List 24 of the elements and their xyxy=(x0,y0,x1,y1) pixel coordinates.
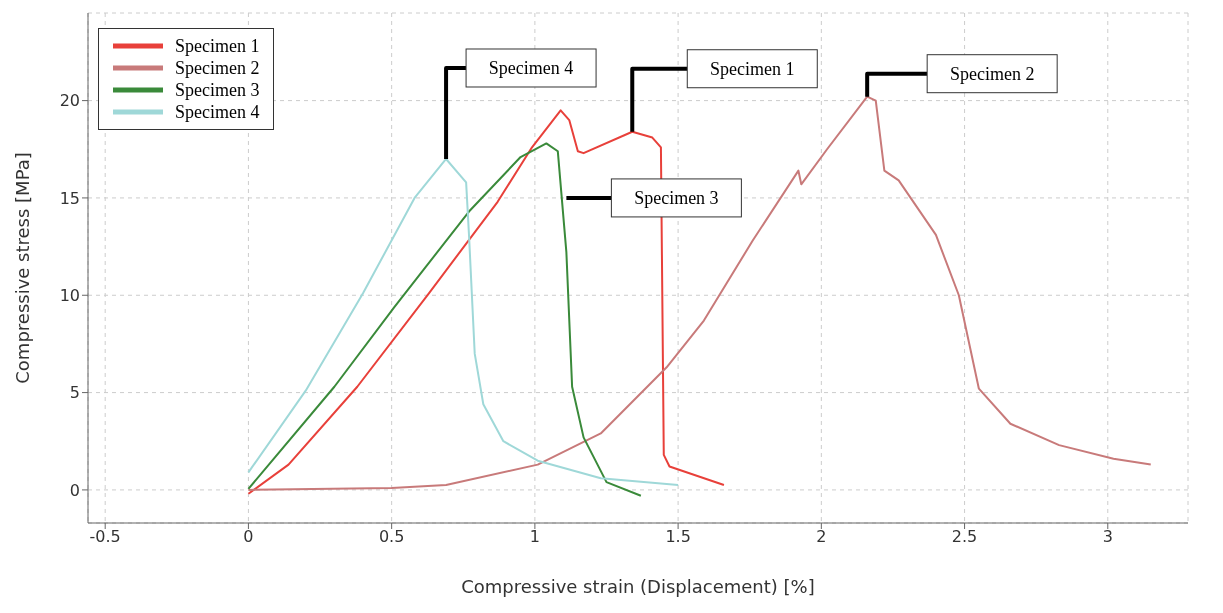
legend-label: Specimen 3 xyxy=(175,79,260,101)
annotation: Specimen 2 xyxy=(949,63,1035,84)
y-tick-label: 5 xyxy=(69,383,80,403)
x-tick-label: 1 xyxy=(529,527,540,547)
line-series xyxy=(247,95,1152,491)
x-tick-label: 0.5 xyxy=(378,527,405,547)
x-tick-label: 3 xyxy=(1102,527,1113,547)
y-tick-label: 20 xyxy=(59,91,80,111)
legend-label: Specimen 4 xyxy=(175,101,260,123)
legend-label: Specimen 1 xyxy=(175,35,260,57)
annotation: Specimen 3 xyxy=(634,187,719,208)
x-tick-label: 0 xyxy=(243,527,254,547)
x-tick-label: 2 xyxy=(816,527,827,547)
annotation: Specimen 1 xyxy=(710,58,795,79)
legend-label: Specimen 2 xyxy=(175,57,260,79)
y-axis-title: Compressive stress [MPa] xyxy=(12,152,34,384)
x-tick-label: -0.5 xyxy=(89,527,121,547)
x-tick-label: 2.5 xyxy=(951,527,978,547)
y-tick-label: 10 xyxy=(59,285,80,305)
y-tick-label: 15 xyxy=(59,188,80,208)
y-tick-label: 0 xyxy=(69,480,80,500)
annotation: Specimen 4 xyxy=(488,57,574,78)
x-axis-title: Compressive strain (Displacement) [%] xyxy=(461,576,815,597)
x-tick-label: 1.5 xyxy=(665,527,691,547)
